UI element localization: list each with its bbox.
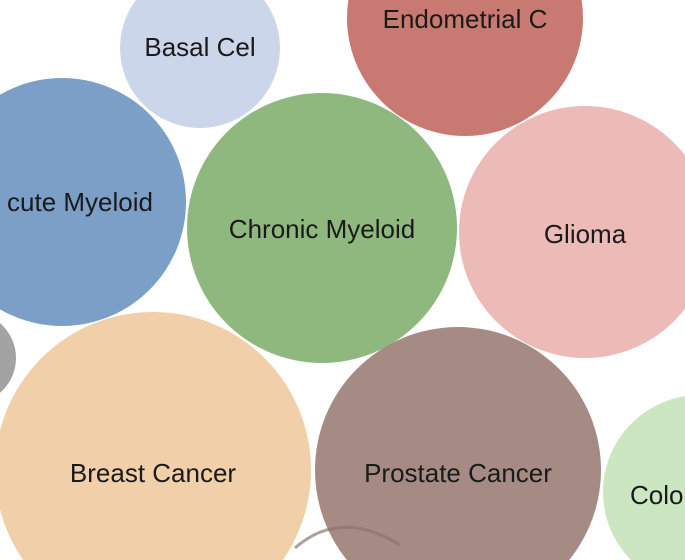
bubble-label-prostate-cancer: Prostate Cancer — [364, 458, 552, 488]
bubble-label-breast-cancer: Breast Cancer — [70, 458, 237, 488]
bubble-endometrial-c[interactable] — [347, 0, 583, 136]
bubble-label-basal-cel: Basal Cel — [144, 32, 255, 62]
bubble-breast-cancer[interactable] — [0, 312, 311, 560]
bubble-basal-cel[interactable] — [120, 0, 280, 128]
bubble-prostate-cancer[interactable] — [315, 327, 601, 560]
bubble-colo[interactable] — [603, 395, 685, 560]
decorative-stroke — [294, 525, 401, 550]
bubble-unlabeled[interactable] — [0, 312, 16, 404]
bubble-cute-myeloid[interactable] — [0, 78, 186, 326]
bubble-glioma[interactable] — [459, 106, 685, 358]
bubble-label-colo: Colo — [630, 480, 683, 510]
bubble-label-chronic-myeloid: Chronic Myeloid — [229, 214, 415, 244]
bubble-label-glioma: Glioma — [544, 219, 627, 249]
bubble-label-endometrial-c: Endometrial C — [383, 4, 548, 34]
bubble-label-cute-myeloid: cute Myeloid — [7, 187, 153, 217]
bubble-chronic-myeloid[interactable] — [187, 93, 457, 363]
